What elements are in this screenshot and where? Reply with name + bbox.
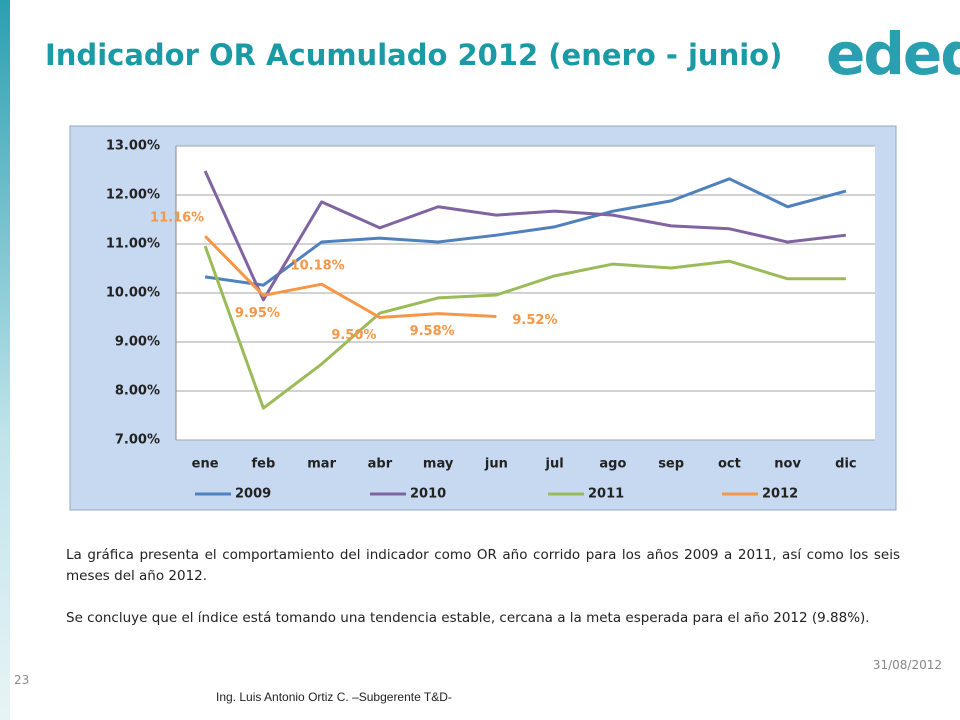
data-label: 9.50% <box>331 328 376 343</box>
body-text: La gráfica presenta el comportamiento de… <box>66 545 900 650</box>
x-tick-label: ago <box>599 457 626 472</box>
x-tick-label: dic <box>835 457 856 472</box>
series-line <box>204 177 847 287</box>
x-tick-label: oct <box>718 457 741 472</box>
data-label: 11.16% <box>150 211 204 226</box>
data-label: 9.58% <box>410 324 455 339</box>
side-strip <box>0 0 10 720</box>
y-tick-label: 8.00% <box>115 384 160 399</box>
slide-title: Indicador OR Acumulado 2012 (enero - jun… <box>45 38 783 72</box>
data-label: 10.18% <box>291 259 345 274</box>
x-tick-label: feb <box>251 457 275 472</box>
data-label: 9.52% <box>512 313 557 328</box>
series-line <box>204 235 497 319</box>
date: 31/08/2012 <box>872 658 942 672</box>
x-tick-label: sep <box>658 457 684 472</box>
y-tick-label: 7.00% <box>115 433 160 448</box>
legend-label: 2012 <box>762 487 798 502</box>
y-tick-label: 10.00% <box>106 286 160 301</box>
y-tick-label: 9.00% <box>115 335 160 350</box>
footer: Ing. Luis Antonio Ortiz C. –Subgerente T… <box>216 690 452 704</box>
page-number: 23 <box>14 673 30 687</box>
paragraph: La gráfica presenta el comportamiento de… <box>66 547 900 584</box>
paragraph: Se concluye que el índice está tomando u… <box>66 610 870 626</box>
x-tick-label: nov <box>774 457 801 472</box>
legend-label: 2011 <box>588 487 624 502</box>
x-tick-label: may <box>423 457 454 472</box>
x-tick-label: mar <box>307 457 336 472</box>
series-line <box>203 170 847 302</box>
y-tick-label: 11.00% <box>106 237 160 252</box>
x-tick-label: ene <box>192 457 219 472</box>
x-tick-label: abr <box>368 457 393 472</box>
data-label: 9.95% <box>235 306 280 321</box>
series-line <box>203 245 846 410</box>
legend-label: 2010 <box>410 487 446 502</box>
y-tick-label: 12.00% <box>106 188 160 203</box>
x-tick-label: jul <box>545 457 564 472</box>
legend-label: 2009 <box>235 487 271 502</box>
y-tick-label: 13.00% <box>106 139 160 154</box>
x-tick-label: jun <box>484 457 508 472</box>
logo: edeq <box>826 20 960 88</box>
